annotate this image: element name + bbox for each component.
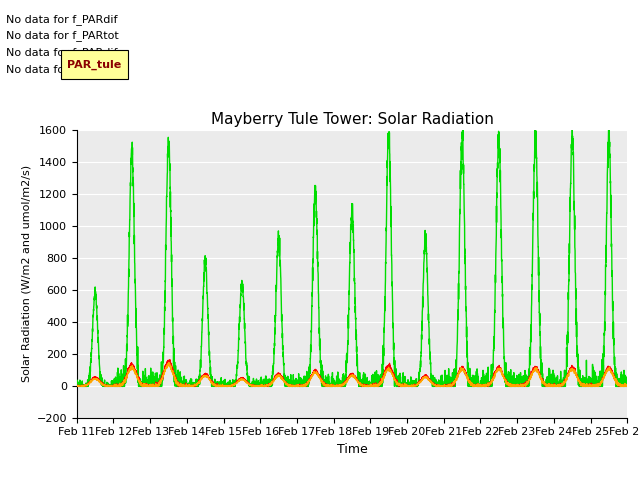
Text: No data for f_PARdif: No data for f_PARdif bbox=[6, 13, 118, 24]
Text: No data for f_PARtot: No data for f_PARtot bbox=[6, 30, 119, 41]
Text: No data for f_PARtot: No data for f_PARtot bbox=[6, 64, 119, 75]
Title: Mayberry Tule Tower: Solar Radiation: Mayberry Tule Tower: Solar Radiation bbox=[211, 112, 493, 127]
Text: No data for f_PARdif: No data for f_PARdif bbox=[6, 47, 118, 58]
X-axis label: Time: Time bbox=[337, 443, 367, 456]
Text: PAR_tule: PAR_tule bbox=[67, 60, 122, 70]
Y-axis label: Solar Radiation (W/m2 and umol/m2/s): Solar Radiation (W/m2 and umol/m2/s) bbox=[21, 165, 31, 382]
